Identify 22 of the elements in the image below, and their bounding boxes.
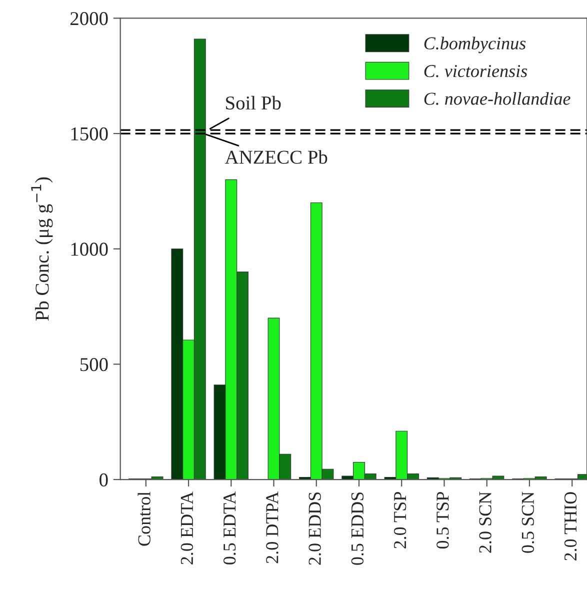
y-tick-label: 500 (80, 358, 108, 372)
x-tick-label: 2.0 EDDS (308, 492, 321, 565)
y-tick-label: 2000 (70, 12, 108, 26)
x-tick-label: 0.5 EDTA (223, 491, 236, 564)
x-tick-label: 0.5 SCN (522, 492, 534, 553)
legend-label: C. victoriensis (424, 65, 528, 78)
y-axis-title: Pb Conc. (μg g$^{−1}$) (31, 177, 53, 321)
legend-label: C. novae-hollandiae (424, 92, 570, 105)
y-tick-label: 1000 (71, 242, 108, 256)
x-tick-label: 2.0 TSP (394, 492, 406, 548)
ref-line-label: Soil Pb (226, 96, 281, 110)
x-tick-label: 0.5 EDDS (351, 492, 364, 565)
x-tick-label: 2.0 EDTA (180, 491, 194, 564)
y-tick-label: 1500 (71, 127, 108, 140)
x-tick-label: 2.0 DTPA (266, 491, 278, 564)
ref-line-label: ANZECC Pb (224, 150, 328, 164)
y-tick-label: 0 (100, 473, 108, 486)
legend-label: C.bombycinus (424, 36, 526, 54)
x-tick-label: 2.0 SCN (479, 492, 492, 553)
x-tick-label: 2.0 THIO (564, 492, 577, 560)
x-tick-label: 0.5 TSP (436, 492, 449, 549)
x-tick-label: Control (138, 492, 150, 546)
